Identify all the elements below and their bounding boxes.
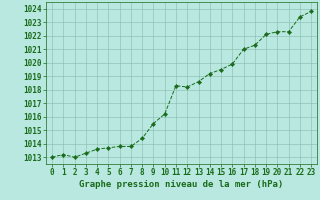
X-axis label: Graphe pression niveau de la mer (hPa): Graphe pression niveau de la mer (hPa): [79, 180, 284, 189]
